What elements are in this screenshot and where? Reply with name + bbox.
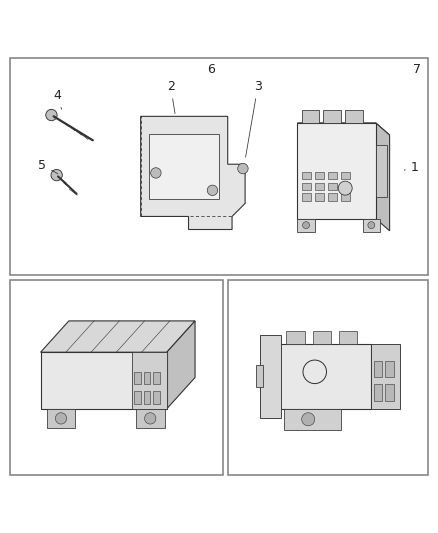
Polygon shape: [280, 344, 371, 409]
Text: 7: 7: [413, 63, 421, 76]
Circle shape: [338, 181, 352, 195]
Text: 5: 5: [39, 159, 58, 174]
Bar: [153, 391, 160, 403]
Bar: [363, 219, 380, 232]
Text: 2: 2: [167, 80, 175, 114]
Circle shape: [46, 109, 57, 120]
Circle shape: [238, 163, 248, 174]
Bar: [328, 182, 337, 190]
Bar: [376, 144, 387, 197]
Bar: [315, 182, 324, 190]
Bar: [371, 344, 399, 409]
Bar: [374, 360, 382, 377]
Polygon shape: [167, 321, 195, 409]
Circle shape: [368, 222, 375, 229]
Bar: [302, 110, 319, 123]
Polygon shape: [41, 321, 195, 352]
Text: 4: 4: [53, 89, 62, 109]
Bar: [302, 172, 311, 180]
Circle shape: [303, 222, 310, 229]
Bar: [297, 219, 315, 232]
Bar: [313, 332, 331, 344]
Polygon shape: [297, 123, 390, 135]
Text: 1: 1: [404, 161, 418, 174]
Circle shape: [145, 413, 156, 424]
Polygon shape: [297, 123, 376, 219]
Bar: [341, 193, 350, 201]
Bar: [144, 391, 150, 403]
Bar: [345, 110, 363, 123]
Circle shape: [151, 168, 161, 178]
Bar: [286, 332, 305, 344]
Text: 6: 6: [207, 63, 215, 76]
Bar: [134, 391, 141, 403]
Bar: [341, 182, 350, 190]
Polygon shape: [149, 134, 219, 199]
Circle shape: [302, 413, 315, 426]
Circle shape: [55, 413, 67, 424]
Bar: [136, 409, 165, 429]
Bar: [144, 372, 150, 384]
Bar: [339, 332, 357, 344]
Bar: [323, 110, 341, 123]
Bar: [153, 372, 160, 384]
Bar: [328, 172, 337, 180]
Bar: [341, 172, 350, 180]
Bar: [284, 409, 341, 430]
Bar: [134, 372, 141, 384]
Bar: [302, 182, 311, 190]
Polygon shape: [41, 352, 167, 409]
Bar: [315, 172, 324, 180]
Bar: [256, 365, 262, 387]
Bar: [328, 193, 337, 201]
Bar: [385, 384, 394, 401]
Bar: [302, 193, 311, 201]
Bar: [260, 335, 281, 417]
Bar: [374, 384, 382, 401]
Bar: [385, 360, 394, 377]
Circle shape: [207, 185, 218, 196]
Bar: [47, 409, 75, 429]
Polygon shape: [141, 116, 245, 230]
Text: 3: 3: [246, 80, 261, 157]
Circle shape: [51, 169, 62, 181]
Polygon shape: [132, 352, 167, 409]
Bar: [315, 193, 324, 201]
Polygon shape: [376, 123, 390, 231]
